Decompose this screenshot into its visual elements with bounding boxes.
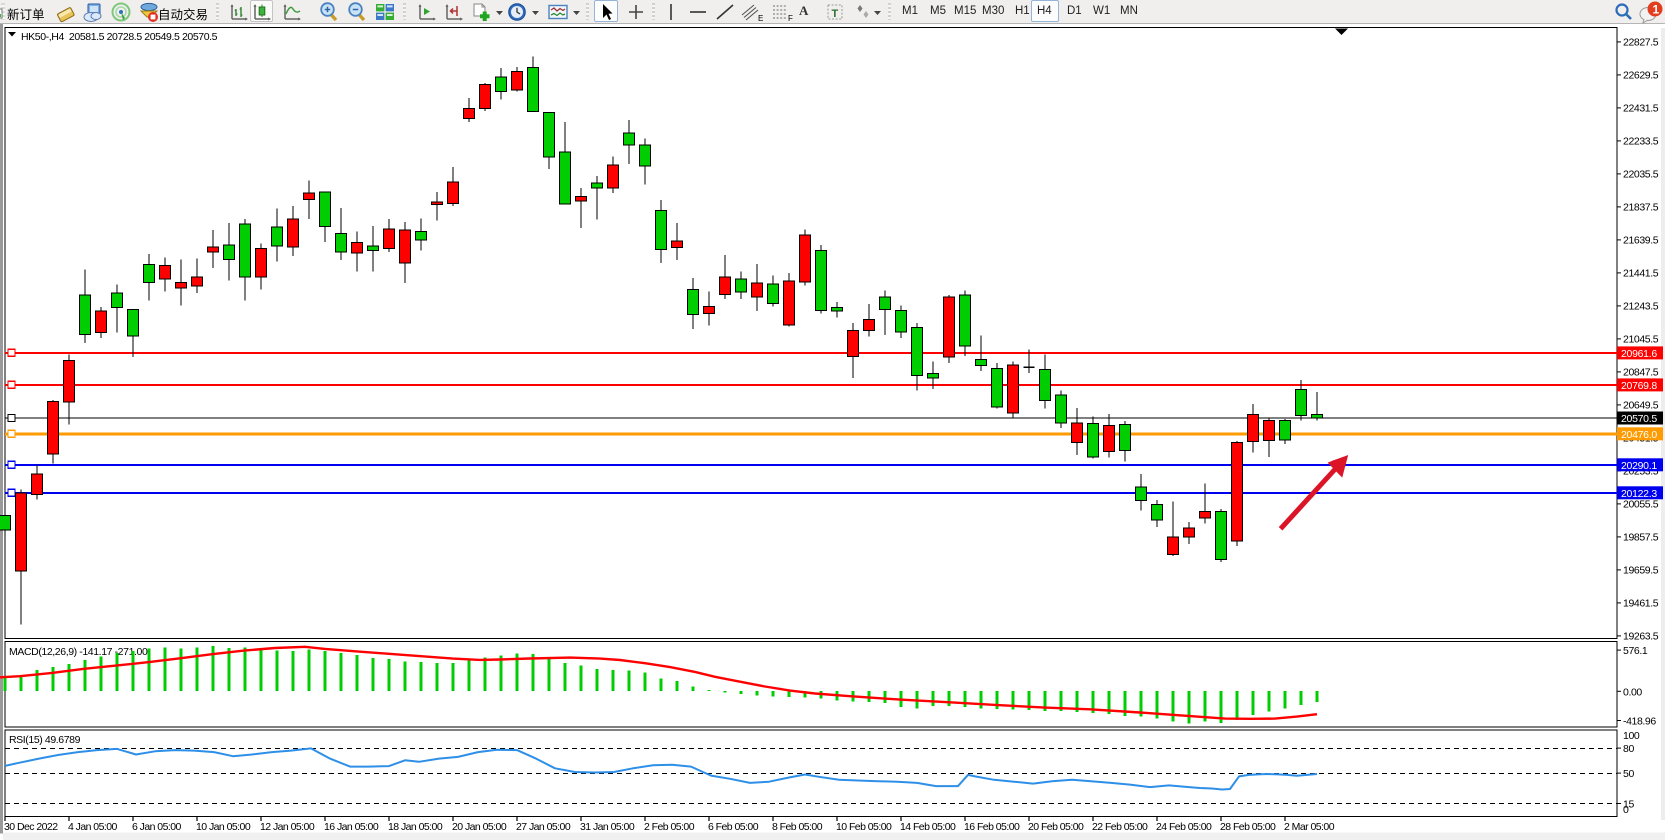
svg-text:6 Feb 05:00: 6 Feb 05:00 xyxy=(708,821,759,833)
svg-text:F: F xyxy=(788,14,793,23)
svg-text:19857.5: 19857.5 xyxy=(1623,532,1659,544)
svg-text:21837.5: 21837.5 xyxy=(1623,202,1659,214)
svg-text:100: 100 xyxy=(1623,730,1640,742)
svg-text:16 Feb 05:00: 16 Feb 05:00 xyxy=(964,821,1020,833)
svg-text:27 Jan 05:00: 27 Jan 05:00 xyxy=(516,821,571,833)
svg-text:14 Feb 05:00: 14 Feb 05:00 xyxy=(900,821,956,833)
svg-text:0: 0 xyxy=(1623,804,1629,816)
svg-text:22 Feb 05:00: 22 Feb 05:00 xyxy=(1092,821,1148,833)
svg-text:20 Jan 05:00: 20 Jan 05:00 xyxy=(452,821,507,833)
svg-text:21639.5: 21639.5 xyxy=(1623,235,1659,247)
svg-text:21045.5: 21045.5 xyxy=(1623,334,1659,346)
svg-text:50: 50 xyxy=(1623,768,1634,780)
svg-text:20055.5: 20055.5 xyxy=(1623,499,1659,511)
svg-text:22233.5: 22233.5 xyxy=(1623,136,1659,148)
svg-text:576.1: 576.1 xyxy=(1623,645,1648,657)
svg-text:E: E xyxy=(758,14,763,23)
svg-text:21441.5: 21441.5 xyxy=(1623,268,1659,280)
svg-text:21243.5: 21243.5 xyxy=(1623,301,1659,313)
svg-text:1: 1 xyxy=(1653,3,1660,17)
svg-text:28 Feb 05:00: 28 Feb 05:00 xyxy=(1220,821,1276,833)
svg-text:15: 15 xyxy=(1623,799,1634,811)
svg-text:30 Dec 2022: 30 Dec 2022 xyxy=(4,821,58,833)
svg-text:22035.5: 22035.5 xyxy=(1623,169,1659,181)
svg-text:20961.6: 20961.6 xyxy=(1621,348,1657,360)
svg-text:20649.5: 20649.5 xyxy=(1623,400,1659,412)
svg-text:2 Feb 05:00: 2 Feb 05:00 xyxy=(644,821,695,833)
svg-text:-418.96: -418.96 xyxy=(1623,716,1656,728)
svg-text:12 Jan 05:00: 12 Jan 05:00 xyxy=(260,821,315,833)
svg-text:20847.5: 20847.5 xyxy=(1623,367,1659,379)
svg-text:20290.1: 20290.1 xyxy=(1621,460,1657,472)
svg-text:20122.3: 20122.3 xyxy=(1621,488,1657,500)
svg-text:20 Feb 05:00: 20 Feb 05:00 xyxy=(1028,821,1084,833)
svg-text:31 Jan 05:00: 31 Jan 05:00 xyxy=(580,821,635,833)
svg-text:MACD(12,26,9) -141.17 -271.00: MACD(12,26,9) -141.17 -271.00 xyxy=(9,646,148,658)
svg-text:T: T xyxy=(832,8,839,20)
svg-text:19659.5: 19659.5 xyxy=(1623,565,1659,577)
svg-text:22431.5: 22431.5 xyxy=(1623,103,1659,115)
svg-text:18 Jan 05:00: 18 Jan 05:00 xyxy=(388,821,443,833)
svg-text:6 Jan 05:00: 6 Jan 05:00 xyxy=(132,821,182,833)
svg-text:20769.8: 20769.8 xyxy=(1621,380,1657,392)
svg-text:19461.5: 19461.5 xyxy=(1623,598,1659,610)
svg-text:19263.5: 19263.5 xyxy=(1623,631,1659,643)
svg-text:24 Feb 05:00: 24 Feb 05:00 xyxy=(1156,821,1212,833)
svg-text:HK50-,H4 20581.5 20728.5 2054: HK50-,H4 20581.5 20728.5 20549.5 20570.5 xyxy=(21,31,218,43)
svg-text:20476.0: 20476.0 xyxy=(1621,429,1657,441)
svg-text:22629.5: 22629.5 xyxy=(1623,70,1659,82)
svg-text:2 Mar 05:00: 2 Mar 05:00 xyxy=(1284,821,1335,833)
svg-text:80: 80 xyxy=(1623,743,1634,755)
svg-text:16 Jan 05:00: 16 Jan 05:00 xyxy=(324,821,379,833)
svg-text:20570.5: 20570.5 xyxy=(1621,413,1657,425)
svg-text:4 Jan 05:00: 4 Jan 05:00 xyxy=(68,821,118,833)
svg-text:10 Feb 05:00: 10 Feb 05:00 xyxy=(836,821,892,833)
svg-text:22827.5: 22827.5 xyxy=(1623,37,1659,49)
svg-text:8 Feb 05:00: 8 Feb 05:00 xyxy=(772,821,823,833)
svg-text:0.00: 0.00 xyxy=(1623,686,1642,698)
svg-text:RSI(15) 49.6789: RSI(15) 49.6789 xyxy=(9,734,81,746)
svg-text:10 Jan 05:00: 10 Jan 05:00 xyxy=(196,821,251,833)
